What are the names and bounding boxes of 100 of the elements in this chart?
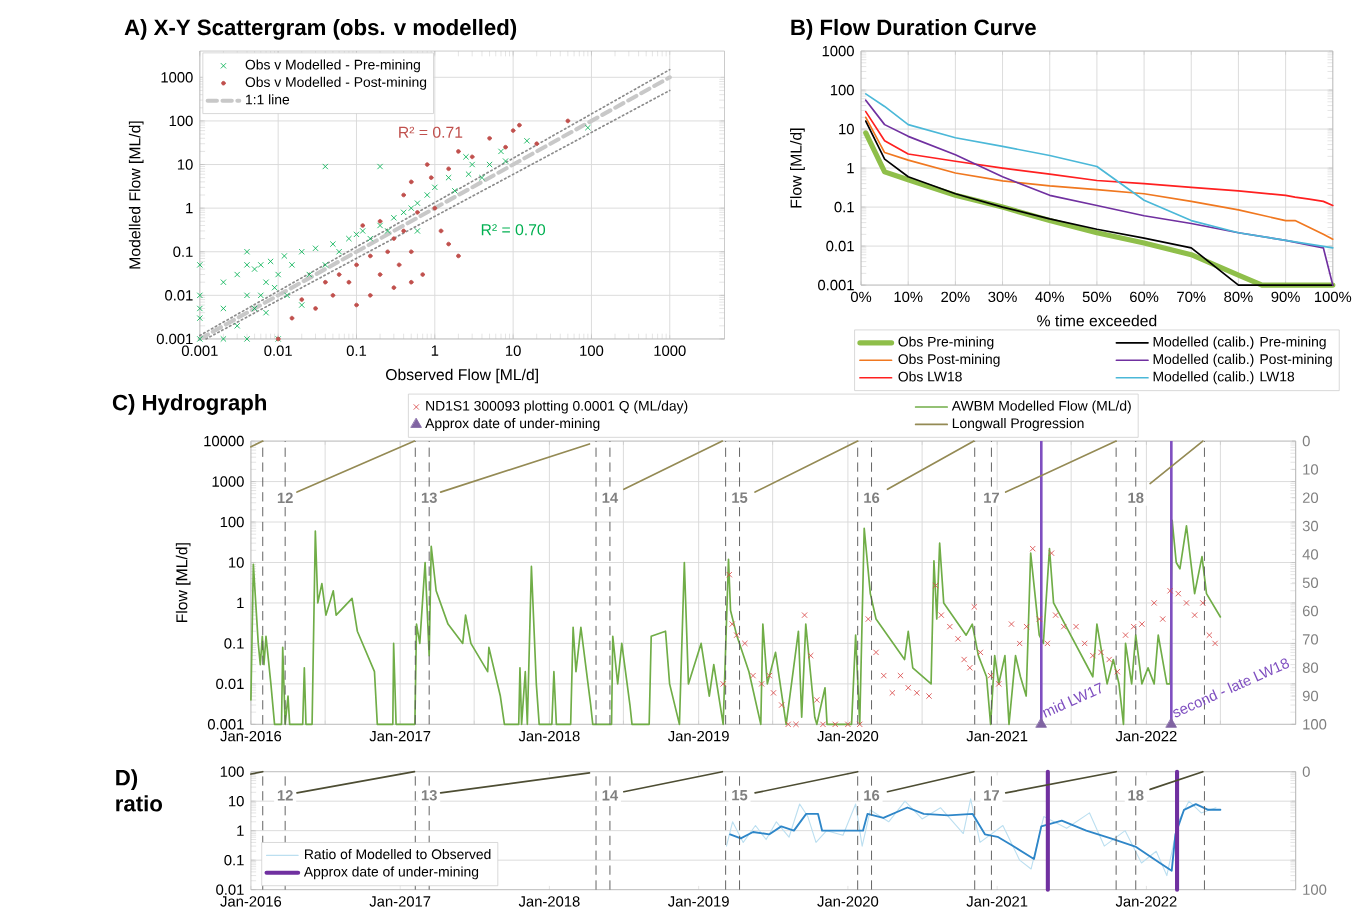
x-tick-label: Jan-2021 — [966, 730, 1028, 742]
legend-label: Longwall Progression — [952, 417, 1084, 431]
ref-line-label: 13 — [421, 789, 437, 801]
chart-title: C) Hydrograph — [112, 393, 267, 415]
ref-line-label: 17 — [984, 492, 1000, 503]
y-tick-label: 0.1 — [224, 637, 244, 649]
ref-line-label: 16 — [864, 492, 880, 503]
y-tick-label: 0.1 — [224, 854, 244, 866]
y-tick-label: 0.1 — [834, 201, 854, 213]
x-tick-label: Jan-2016 — [220, 730, 282, 742]
x-tick-label: 20% — [941, 291, 970, 302]
x-tick-label: Jan-2020 — [817, 730, 879, 742]
y-axis-title: Flow [ML/d] — [790, 128, 805, 208]
y-tick-label: 100 — [220, 766, 244, 777]
legend-label: Approx date of under-mining — [303, 866, 479, 880]
x-tick-label: Jan-2020 — [817, 895, 879, 907]
legend-label: Ratio of Modelled to Observed — [305, 848, 491, 859]
x-tick-label: 100 — [580, 345, 604, 356]
x-tick-label: 10 — [506, 345, 521, 356]
x-tick-label: 70% — [1177, 291, 1206, 302]
ref-line-label: mid LW17 — [1042, 682, 1102, 718]
y2-tick-label: 40 — [1302, 548, 1319, 560]
x-tick-label: Jan-2017 — [369, 895, 431, 907]
y-tick-label: 1 — [186, 202, 193, 214]
x-tick-label: Jan-2022 — [1115, 895, 1177, 907]
line-series — [864, 92, 1334, 249]
y2-tick-label: 80 — [1302, 662, 1319, 673]
y-tick-label: 0.001 — [156, 333, 193, 344]
x-tick-label: 50% — [1082, 291, 1112, 302]
y-tick-label: 1 — [237, 597, 244, 608]
x-tick-label: Jan-2022 — [1115, 730, 1177, 742]
x-tick-label: 100% — [1314, 291, 1352, 302]
x-tick-label: 1000 — [654, 345, 686, 356]
y-tick-label: 1000 — [822, 45, 854, 57]
y-tick-label: 10 — [839, 123, 854, 135]
legend-label: Obs v Modelled - Pre-mining — [245, 59, 420, 73]
x-tick-label: 0% — [850, 291, 872, 302]
ref-line-label: 14 — [602, 789, 619, 801]
y2-tick-label: 100 — [1303, 884, 1327, 895]
x-tick-label: 60% — [1130, 291, 1159, 302]
legend-label: ND1S1 300093 plotting 0.0001 Q (ML/day) — [426, 400, 688, 414]
ref-line-label: 14 — [602, 492, 619, 503]
ref-line-label: 18 — [1128, 789, 1144, 801]
legend-label: AWBM Modelled Flow (ML/d) — [951, 400, 1131, 414]
y-tick-label: 0.01 — [216, 884, 244, 895]
ref-line-label: 18 — [1128, 492, 1144, 503]
legend-label: Modelled (calib.) Pre-mining — [1153, 336, 1326, 350]
x-tick-label: 0.01 — [264, 345, 292, 356]
x-tick-label: Jan-2018 — [518, 895, 580, 907]
x-tick-label: 10% — [894, 291, 923, 302]
chart-title: D) ratio — [116, 769, 162, 812]
y-tick-label: 100 — [830, 84, 854, 96]
y-tick-label: 100 — [169, 115, 193, 126]
ref-line-label: 12 — [277, 492, 293, 503]
y2-tick-label: 0 — [1302, 435, 1310, 447]
y2-tick-label: 60 — [1302, 605, 1319, 617]
y-tick-label: 1 — [847, 162, 854, 173]
ref-line-label: 13 — [421, 492, 437, 503]
y-tick-label: 100 — [220, 516, 244, 528]
x-tick-label: Jan-2021 — [966, 895, 1028, 907]
x-tick-label: 90% — [1271, 291, 1300, 302]
y-tick-label: 1 — [237, 825, 244, 836]
y-tick-label: 10 — [229, 795, 244, 807]
x-axis-title: Observed Flow [ML/d] — [386, 368, 538, 384]
chart-title: B) Flow Duration Curve — [791, 18, 1036, 40]
y-axis-title: Modelled Flow [ML/d] — [128, 121, 144, 269]
ref-line-label: 17 — [984, 789, 1000, 801]
y-tick-label: 0.01 — [216, 678, 244, 689]
annotation: R² = 0.71 — [399, 126, 463, 138]
y-axis-title: Flow [ML/d] — [175, 543, 191, 622]
y2-tick-label: 90 — [1302, 690, 1319, 702]
x-tick-label: 1 — [431, 345, 439, 356]
y2-tick-label: 20 — [1302, 492, 1319, 503]
ref-line-label: 16 — [864, 789, 880, 801]
legend-label: Obs v Modelled - Post-mining — [245, 76, 427, 90]
x-tick-label: 40% — [1035, 291, 1065, 302]
y-tick-label: 10 — [229, 557, 244, 568]
y2-tick-label: 30 — [1302, 520, 1319, 532]
y2-tick-label: 70 — [1302, 633, 1319, 645]
x-tick-label: 80% — [1224, 291, 1253, 302]
legend-label: Obs LW18 — [898, 371, 962, 382]
x-tick-label: Jan-2019 — [668, 895, 729, 907]
legend-label: Approx date of under-mining — [425, 417, 600, 431]
ref-line-label: 15 — [732, 492, 748, 503]
y-tick-label: 1000 — [212, 476, 244, 487]
y-tick-label: 10000 — [204, 435, 244, 447]
x-tick-label: Jan-2017 — [369, 730, 431, 742]
x-axis-title: % time exceeded — [1037, 314, 1157, 327]
y-tick-label: 0.001 — [818, 279, 854, 291]
legend-label: 1:1 line — [246, 94, 290, 105]
y-tick-label: 0.001 — [207, 718, 244, 730]
x-tick-label: Jan-2018 — [518, 730, 580, 742]
line-series — [864, 110, 1334, 207]
y2-tick-label: 0 — [1302, 766, 1310, 777]
legend-label: Obs Post-mining — [898, 353, 1000, 367]
x-tick-label: 30% — [988, 291, 1017, 302]
x-tick-label: Jan-2016 — [220, 895, 282, 907]
ref-line-label: 15 — [732, 789, 748, 801]
annotation: R² = 0.70 — [481, 223, 546, 236]
y-tick-label: 10 — [177, 159, 193, 170]
